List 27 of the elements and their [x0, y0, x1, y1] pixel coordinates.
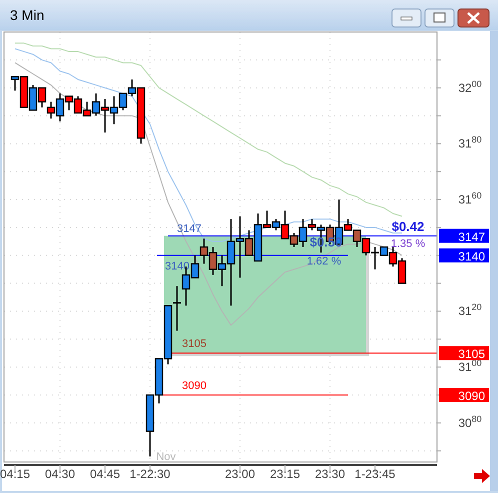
x-tick-label: 23:30	[314, 467, 346, 481]
x-tick-label: 04:15	[0, 467, 30, 481]
y-tick-label: 31$^{80}$	[458, 134, 482, 151]
candlestick	[173, 285, 181, 332]
line-series	[14, 42, 402, 217]
x-tick-label: 04:30	[44, 467, 76, 481]
text: 3140	[458, 249, 485, 264]
y-tick-label: 32$^{00}$	[458, 78, 482, 95]
x-tick-label: 23:15	[270, 467, 300, 481]
annotation: Nov	[156, 451, 176, 463]
x-tick-label: 1-22:30	[130, 467, 171, 481]
ref-line-label: 3090	[182, 380, 206, 392]
annotation: $0.42	[392, 218, 424, 234]
y-tick-label: 31$^{20}$	[458, 302, 482, 318]
text: 3147	[458, 230, 485, 244]
ref-line-label: 3140	[165, 260, 190, 272]
annotation: 1.62 %	[306, 255, 342, 268]
chart-title: 3 Min	[10, 7, 44, 23]
ref-line-label: 3105	[182, 338, 206, 350]
annotation: 1.35 %	[390, 238, 426, 250]
x-tick-label: 1-23:45	[354, 467, 396, 481]
x-tick-label: 23:00	[224, 467, 256, 481]
text: 3090	[458, 388, 485, 403]
x-tick-label: 04:45	[90, 467, 120, 481]
y-tick-label: 30$^{80}$	[458, 414, 482, 430]
y-tick-label: 31$^{60}$	[458, 190, 482, 207]
ref-line-label: 3147	[177, 222, 202, 235]
